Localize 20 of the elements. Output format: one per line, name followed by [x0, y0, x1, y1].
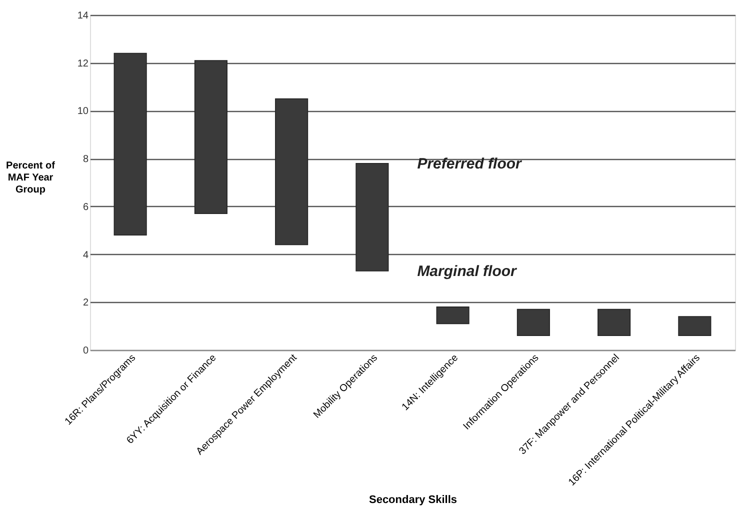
bar [114, 52, 147, 236]
y-tick-label: 6 [82, 202, 89, 213]
bar [356, 162, 389, 272]
y-tick-label: 12 [77, 58, 89, 70]
bar [516, 308, 550, 336]
annotation: Preferred floor [417, 155, 523, 172]
y-tick-label: 10 [77, 106, 89, 118]
bar [194, 60, 228, 214]
y-tick-label: 14 [77, 10, 89, 22]
annotation: Marginal floor [417, 263, 518, 280]
bar [678, 316, 712, 336]
y-tick-label: 0 [82, 346, 89, 356]
y-axis-title: Percent of MAF Year Group [6, 160, 56, 196]
bar [275, 98, 308, 246]
x-axis-title: Secondary Skills [368, 494, 458, 506]
y-tick-label: 4 [82, 250, 89, 261]
bar [436, 306, 470, 324]
y-tick-label: 8 [82, 154, 89, 166]
bar [598, 308, 631, 336]
y-tick-label: 2 [82, 298, 89, 309]
